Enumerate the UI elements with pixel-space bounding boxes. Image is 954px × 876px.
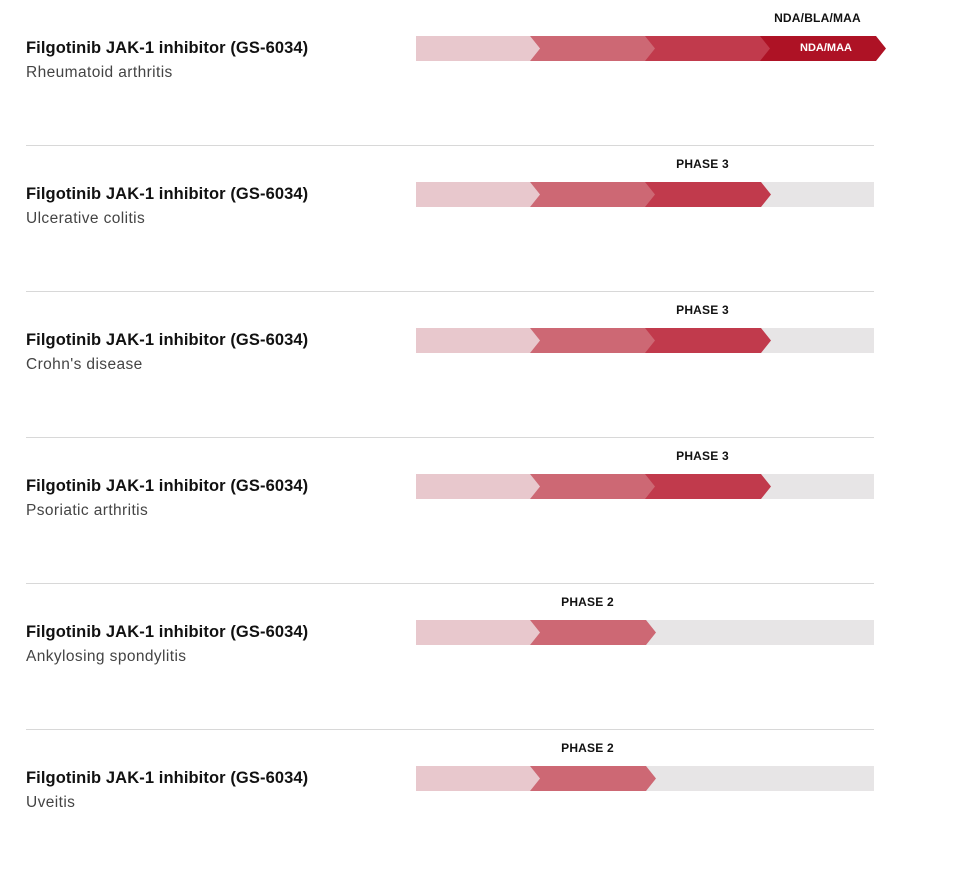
stage-segment-3 (645, 328, 771, 353)
drug-name: Filgotinib JAK-1 inhibitor (GS-6034) (26, 477, 309, 495)
stage-segment-3 (645, 474, 771, 499)
stage-segment-3 (645, 182, 771, 207)
stage-segment-2 (530, 182, 656, 207)
stage-segment-1 (416, 36, 540, 61)
stage-label: NDA/BLA/MAA (774, 11, 861, 25)
drug-name: Filgotinib JAK-1 inhibitor (GS-6034) (26, 39, 309, 57)
pipeline-row: Filgotinib JAK-1 inhibitor (GS-6034) Ank… (26, 584, 874, 730)
stage-segment-4: NDA/MAA (760, 36, 886, 61)
stage-segment-2 (530, 328, 656, 353)
indication-name: Ulcerative colitis (26, 210, 146, 227)
progress-track (416, 328, 874, 353)
indication-name: Psoriatic arthritis (26, 502, 149, 519)
indication-name: Uveitis (26, 794, 76, 811)
progress-track (416, 474, 874, 499)
progress-track (416, 620, 874, 645)
stage-label: PHASE 3 (676, 303, 729, 317)
pipeline-row: Filgotinib JAK-1 inhibitor (GS-6034) Ulc… (26, 146, 874, 292)
stage-segment-3 (645, 36, 771, 61)
stage-segment-1 (416, 328, 540, 353)
stage-segment-1 (416, 620, 540, 645)
drug-name: Filgotinib JAK-1 inhibitor (GS-6034) (26, 769, 309, 787)
stage-segment-1 (416, 766, 540, 791)
stage-segment-1 (416, 474, 540, 499)
indication-name: Crohn's disease (26, 356, 143, 373)
stage-label: PHASE 2 (561, 595, 614, 609)
drug-name: Filgotinib JAK-1 inhibitor (GS-6034) (26, 331, 309, 349)
stage-segment-2 (530, 620, 656, 645)
progress-track (416, 182, 874, 207)
pipeline-row: Filgotinib JAK-1 inhibitor (GS-6034) Cro… (26, 292, 874, 438)
pipeline-row: Filgotinib JAK-1 inhibitor (GS-6034) Uve… (26, 730, 874, 876)
stage-segment-2 (530, 474, 656, 499)
pipeline-row: Filgotinib JAK-1 inhibitor (GS-6034) Rhe… (26, 0, 874, 146)
stage-label: PHASE 2 (561, 741, 614, 755)
stage-segment-2 (530, 36, 656, 61)
drug-name: Filgotinib JAK-1 inhibitor (GS-6034) (26, 185, 309, 203)
stage-segment-1 (416, 182, 540, 207)
progress-track (416, 766, 874, 791)
progress-track: NDA/MAA (416, 36, 874, 61)
stage-segment-2 (530, 766, 656, 791)
indication-name: Rheumatoid arthritis (26, 64, 173, 81)
stage-label: PHASE 3 (676, 157, 729, 171)
pipeline-row: Filgotinib JAK-1 inhibitor (GS-6034) Pso… (26, 438, 874, 584)
drug-name: Filgotinib JAK-1 inhibitor (GS-6034) (26, 623, 309, 641)
indication-name: Ankylosing spondylitis (26, 648, 187, 665)
stage-label: PHASE 3 (676, 449, 729, 463)
segment-label: NDA/MAA (800, 42, 852, 54)
